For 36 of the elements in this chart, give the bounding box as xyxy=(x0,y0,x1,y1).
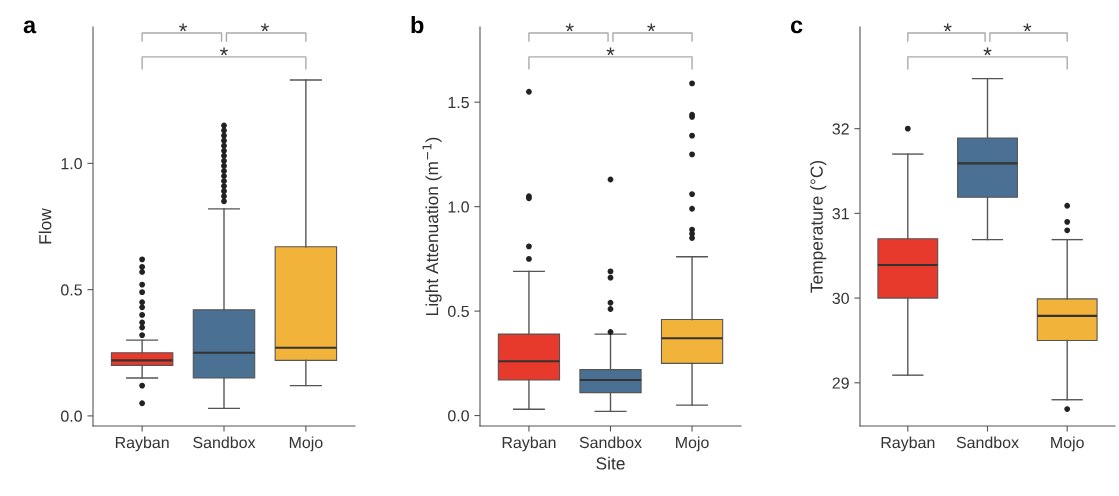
y-tick-label: 30 xyxy=(832,292,849,305)
annotation: * xyxy=(647,23,656,32)
annotation: * xyxy=(943,23,952,32)
x-tick-label: Rayban xyxy=(502,436,556,452)
chart-title: c xyxy=(790,20,803,34)
y-tick-label: 29 xyxy=(832,377,849,389)
y-tick-label: 0.0 xyxy=(61,410,82,422)
y-tick-label: 1.5 xyxy=(448,97,469,109)
x-tick-label: Rayban xyxy=(115,436,169,452)
x-tick-label: Sandbox xyxy=(956,436,1019,449)
x-axis-title: Site xyxy=(596,456,625,470)
annotation: * xyxy=(179,23,188,32)
chart-title: a xyxy=(23,20,37,34)
y-axis-title: Light Attenuation (m$^{−1}$) xyxy=(422,137,442,316)
y-axis-title: Temperature (°C) xyxy=(810,160,827,293)
y-tick-label: 1.0 xyxy=(61,158,82,170)
y-tick-label: 0.0 xyxy=(448,410,469,422)
y-tick-label: 0.5 xyxy=(61,284,82,296)
annotation: * xyxy=(220,47,228,56)
x-tick-label: Mojo xyxy=(676,436,709,452)
y-tick-label: 32 xyxy=(832,123,849,135)
annotation: * xyxy=(983,47,992,56)
annotation: * xyxy=(565,23,574,32)
x-tick-label: Rayban xyxy=(881,436,935,452)
y-axis-title: Flow xyxy=(38,208,52,244)
y-tick-label: 31 xyxy=(832,208,849,220)
y-tick-label: 1.0 xyxy=(448,201,469,213)
annotation: * xyxy=(606,47,615,56)
x-tick-label: Mojo xyxy=(1051,436,1084,452)
annotation: * xyxy=(1023,23,1032,32)
chart-title: b xyxy=(411,16,424,34)
x-tick-label: Mojo xyxy=(289,436,323,452)
annotation: * xyxy=(260,23,269,32)
x-tick-label: Sandbox xyxy=(579,436,642,449)
y-tick-label: 0.5 xyxy=(448,305,469,318)
x-tick-label: Sandbox xyxy=(193,436,256,449)
